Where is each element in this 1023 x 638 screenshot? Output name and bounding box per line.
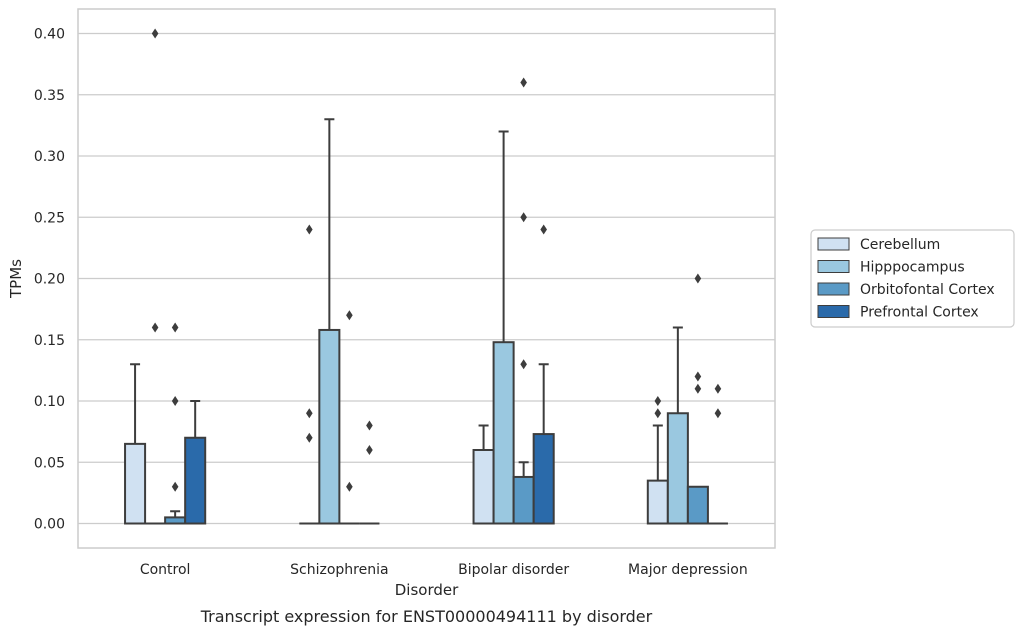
box-hipppocampus (666, 326, 689, 525)
figure-caption: Transcript expression for ENST0000049411… (200, 607, 653, 626)
outlier-point (171, 396, 179, 406)
outlier-point (346, 310, 353, 321)
y-tick-label: 0.25 (34, 210, 65, 226)
outlier-point (520, 359, 527, 370)
outlier-point (520, 212, 527, 223)
box-orbitofontal-cortex (164, 322, 187, 525)
legend-swatch (817, 237, 850, 251)
outlier-point (171, 481, 179, 492)
legend-label: Hipppocampus (860, 260, 965, 276)
box-prefrontal-cortex (707, 383, 728, 525)
x-axis-label: Disorder (395, 581, 459, 599)
outlier-point (714, 383, 722, 394)
outlier-point (654, 396, 662, 406)
outlier-point (694, 371, 702, 382)
legend-swatch (817, 260, 850, 273)
box-rect (318, 328, 341, 525)
outlier-point (694, 383, 702, 394)
legend-item: Hipppocampus (817, 260, 965, 276)
box-rect (492, 341, 515, 525)
y-tick-label: 0.35 (34, 88, 65, 104)
x-tick-label: Schizophrenia (290, 562, 388, 578)
box-rect (184, 436, 207, 525)
box-cerebellum (646, 396, 669, 525)
y-tick-label: 0.30 (34, 149, 65, 165)
y-tick-label: 0.40 (34, 27, 65, 43)
outlier-point (520, 77, 527, 88)
outlier-point (346, 481, 353, 492)
y-axis-label: TPMs (7, 259, 25, 299)
box-prefrontal-cortex (532, 224, 555, 525)
box-hipppocampus (145, 28, 166, 525)
box-prefrontal-cortex (184, 400, 207, 525)
box-rect (512, 475, 535, 525)
x-tick-label: Control (140, 562, 191, 578)
box-prefrontal-cortex (359, 420, 380, 525)
outlier-point (366, 445, 373, 455)
legend-label: Prefrontal Cortex (860, 305, 979, 321)
y-tick-label: 0.05 (34, 455, 65, 471)
box-orbitofontal-cortex (686, 273, 709, 525)
box-cerebellum (472, 424, 495, 525)
legend-swatch (817, 282, 850, 296)
x-tick-labels: Control Schizophrenia Bipolar disorder Majo… (140, 562, 748, 578)
box-rect (472, 449, 495, 525)
outlier-point (151, 28, 159, 39)
legend-frame (810, 229, 1015, 328)
outlier-point (171, 322, 179, 333)
x-tick-label: Major depression (628, 562, 748, 578)
box-orbitofontal-cortex (339, 310, 360, 525)
box-rect (532, 433, 555, 525)
legend-item: Orbitofontal Cortex (817, 282, 995, 298)
legend: Cerebellum Hipppocampus Orbitofontal Corte… (810, 229, 1015, 328)
outlier-point (366, 420, 373, 431)
box-orbitofontal-cortex (512, 77, 535, 525)
legend-label: Cerebellum (860, 237, 940, 253)
y-tick-label: 0.15 (34, 333, 65, 349)
box-rect (646, 479, 669, 525)
box-groups (124, 28, 728, 525)
outlier-point (306, 224, 313, 235)
box-hipppocampus (318, 118, 341, 525)
box-hipppocampus (492, 130, 515, 525)
outlier-point (151, 322, 159, 333)
outlier-point (306, 408, 313, 419)
axes-frame (77, 8, 776, 549)
x-tick-label: Bipolar disorder (458, 562, 569, 578)
box-rect (666, 412, 689, 525)
y-tick-label: 0.10 (34, 394, 65, 410)
legend-label: Orbitofontal Cortex (860, 282, 995, 298)
outlier-point (694, 273, 702, 284)
box-cerebellum (299, 224, 320, 525)
outlier-point (540, 224, 547, 235)
y-tick-label: 0.00 (34, 517, 65, 533)
outlier-point (306, 432, 313, 443)
legend-item: Cerebellum (817, 237, 940, 253)
outlier-point (654, 408, 662, 419)
box-rect (686, 485, 709, 525)
legend-item: Prefrontal Cortex (817, 305, 979, 321)
y-tick-labels: 0.00 0.05 0.10 0.15 0.20 0.25 0.30 0.35 0.40 (34, 27, 65, 533)
legend-swatch (817, 305, 850, 318)
y-tick-label: 0.20 (34, 272, 65, 288)
outlier-point (714, 408, 722, 419)
box-cerebellum (124, 363, 147, 525)
box-rect (124, 442, 147, 525)
